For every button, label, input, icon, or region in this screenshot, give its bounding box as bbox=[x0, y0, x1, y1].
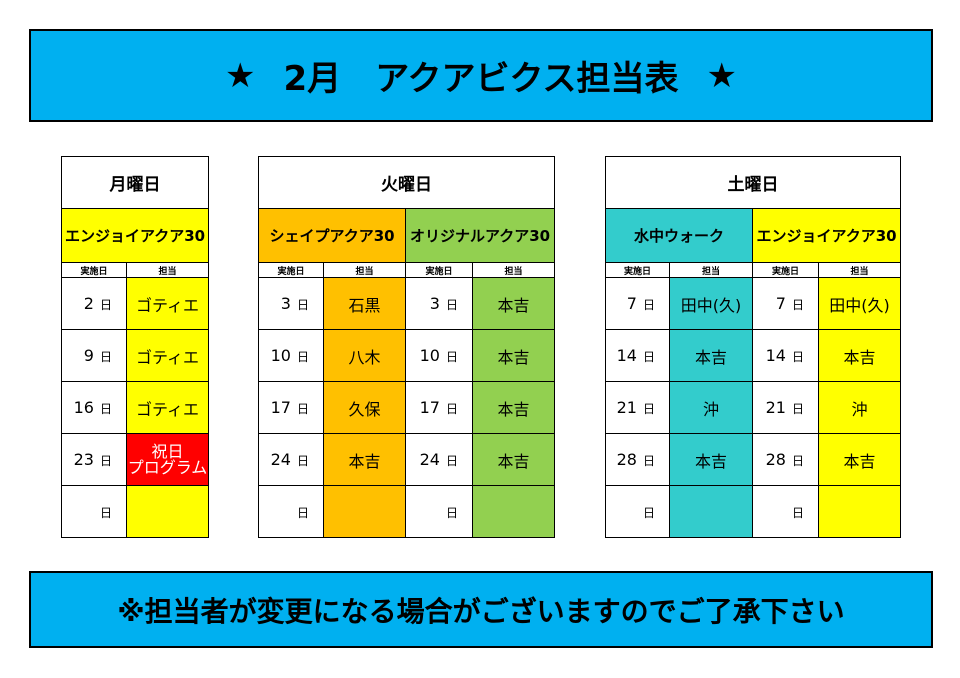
date-cell: 21 日 bbox=[605, 381, 670, 434]
staff-cell: 沖 bbox=[669, 381, 753, 434]
staff-cell: 本吉 bbox=[818, 433, 901, 486]
staff-cell bbox=[323, 485, 406, 538]
table-row: 23 日 祝日 プログラム bbox=[61, 433, 209, 486]
staff-cell: ゴティエ bbox=[126, 329, 209, 382]
column-header-staff: 担当 bbox=[818, 262, 901, 278]
date-cell: 17 日 bbox=[258, 381, 324, 434]
table-row: 14 日 本吉 14 日 本吉 bbox=[605, 329, 901, 382]
date-cell: 10 日 bbox=[405, 329, 473, 382]
program-name: オリジナルアクア30 bbox=[405, 208, 555, 263]
staff-cell: 田中(久) bbox=[669, 277, 753, 330]
date-cell: 16 日 bbox=[61, 381, 127, 434]
table-row: 日 日 bbox=[258, 485, 555, 538]
date-cell: 10 日 bbox=[258, 329, 324, 382]
date-cell: 14 日 bbox=[605, 329, 670, 382]
column-header-date: 実施日 bbox=[405, 262, 473, 278]
staff-cell: 本吉 bbox=[669, 329, 753, 382]
staff-cell: ゴティエ bbox=[126, 381, 209, 434]
table-row: 24 日 本吉 24 日 本吉 bbox=[258, 433, 555, 486]
table-row: 日 bbox=[61, 485, 209, 538]
date-cell: 21 日 bbox=[752, 381, 819, 434]
program-name: エンジョイアクア30 bbox=[61, 208, 209, 263]
table-row: 16 日 ゴティエ bbox=[61, 381, 209, 434]
staff-cell: 本吉 bbox=[323, 433, 406, 486]
table-row: 21 日 沖 21 日 沖 bbox=[605, 381, 901, 434]
date-cell: 日 bbox=[405, 485, 473, 538]
column-header-date: 実施日 bbox=[605, 262, 670, 278]
program-label: プログラム bbox=[127, 457, 208, 477]
staff-cell: 八木 bbox=[323, 329, 406, 382]
staff-cell: 本吉 bbox=[818, 329, 901, 382]
date-cell: 28 日 bbox=[752, 433, 819, 486]
staff-cell bbox=[669, 485, 753, 538]
day-header-saturday: 土曜日 bbox=[605, 156, 901, 209]
program-name: シェイプアクア30 bbox=[258, 208, 406, 263]
column-header-date: 実施日 bbox=[752, 262, 819, 278]
table-row: 日 日 bbox=[605, 485, 901, 538]
staff-cell bbox=[126, 485, 209, 538]
table-row: 10 日 八木 10 日 本吉 bbox=[258, 329, 555, 382]
date-cell: 24 日 bbox=[405, 433, 473, 486]
program-name: エンジョイアクア30 bbox=[752, 208, 901, 263]
day-header-tuesday: 火曜日 bbox=[258, 156, 555, 209]
staff-cell: 本吉 bbox=[669, 433, 753, 486]
staff-cell: 久保 bbox=[323, 381, 406, 434]
staff-cell: 沖 bbox=[818, 381, 901, 434]
tuesday-schedule-table: 火曜日 シェイプアクア30 オリジナルアクア30 実施日 担当 実施日 担当 3… bbox=[258, 156, 555, 538]
date-cell: 17 日 bbox=[405, 381, 473, 434]
staff-cell: 石黒 bbox=[323, 277, 406, 330]
date-cell: 24 日 bbox=[258, 433, 324, 486]
star-icon: ★ bbox=[706, 55, 737, 96]
column-header-staff: 担当 bbox=[472, 262, 555, 278]
date-cell: 日 bbox=[752, 485, 819, 538]
column-header-date: 実施日 bbox=[258, 262, 324, 278]
program-name: 水中ウォーク bbox=[605, 208, 753, 263]
column-header-staff: 担当 bbox=[669, 262, 753, 278]
notice-banner: ※担当者が変更になる場合がございますのでご了承下さい bbox=[29, 571, 933, 648]
day-header-monday: 月曜日 bbox=[61, 156, 209, 209]
staff-cell: 本吉 bbox=[472, 433, 555, 486]
staff-cell: 田中(久) bbox=[818, 277, 901, 330]
date-cell: 日 bbox=[605, 485, 670, 538]
staff-cell: 本吉 bbox=[472, 329, 555, 382]
staff-cell: 本吉 bbox=[472, 381, 555, 434]
title-banner: ★ 2月 アクアビクス担当表 ★ bbox=[29, 29, 933, 122]
star-icon: ★ bbox=[225, 55, 256, 96]
date-cell: 14 日 bbox=[752, 329, 819, 382]
holiday-program-cell: 祝日 プログラム bbox=[126, 433, 209, 486]
staff-cell: ゴティエ bbox=[126, 277, 209, 330]
notice-text: ※担当者が変更になる場合がございますのでご了承下さい bbox=[117, 594, 845, 628]
column-header-staff: 担当 bbox=[323, 262, 406, 278]
date-cell: 28 日 bbox=[605, 433, 670, 486]
staff-cell: 本吉 bbox=[472, 277, 555, 330]
staff-cell bbox=[472, 485, 555, 538]
column-header-staff: 担当 bbox=[126, 262, 209, 278]
holiday-label: 祝日 bbox=[151, 441, 184, 461]
date-cell: 日 bbox=[61, 485, 127, 538]
staff-cell bbox=[818, 485, 901, 538]
date-cell: 日 bbox=[258, 485, 324, 538]
column-header-date: 実施日 bbox=[61, 262, 127, 278]
table-row: 28 日 本吉 28 日 本吉 bbox=[605, 433, 901, 486]
table-row: 17 日 久保 17 日 本吉 bbox=[258, 381, 555, 434]
page-title: 2月 アクアビクス担当表 bbox=[283, 59, 679, 99]
date-cell: 23 日 bbox=[61, 433, 127, 486]
